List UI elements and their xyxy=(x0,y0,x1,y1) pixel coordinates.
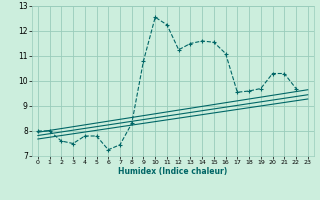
X-axis label: Humidex (Indice chaleur): Humidex (Indice chaleur) xyxy=(118,167,228,176)
